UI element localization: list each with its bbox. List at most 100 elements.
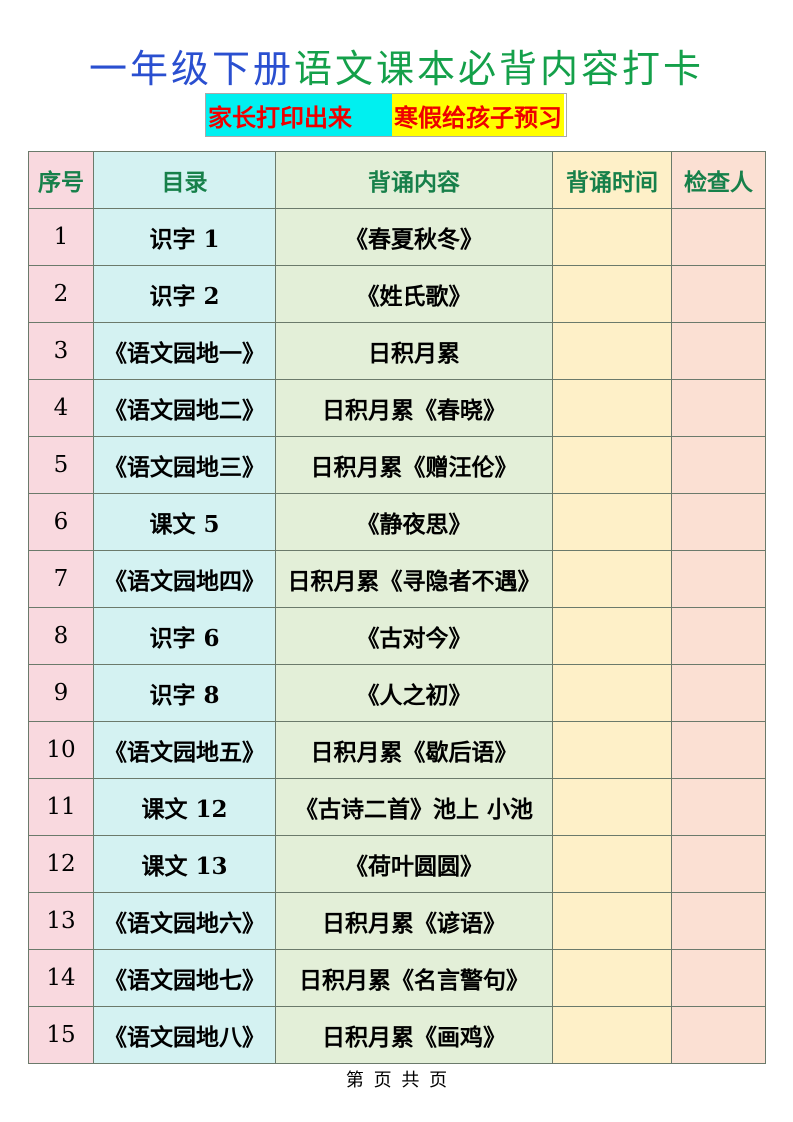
catalog-cell: 识字 1 [93, 208, 276, 266]
content-cell: 日积月累《画鸡》 [275, 1006, 553, 1064]
catalog-cell: 识字 8 [93, 664, 276, 722]
checker-cell[interactable] [671, 550, 766, 608]
column-header: 序号 [28, 151, 94, 209]
catalog-cell: 《语文园地七》 [93, 949, 276, 1007]
content-cell: 日积月累《赠汪伦》 [275, 436, 553, 494]
column-header: 背诵内容 [275, 151, 553, 209]
recite-time-cell[interactable] [552, 379, 672, 437]
content-cell: 《人之初》 [275, 664, 553, 722]
table-row: 3 《语文园地一》 日积月累 [28, 322, 766, 380]
checker-cell[interactable] [671, 721, 766, 779]
row-number: 12 [28, 835, 94, 893]
recite-time-cell[interactable] [552, 265, 672, 323]
column-header: 目录 [93, 151, 276, 209]
content-cell: 《古对今》 [275, 607, 553, 665]
content-cell: 日积月累《谚语》 [275, 892, 553, 950]
table-row: 8 识字 6 《古对今》 [28, 607, 766, 665]
content-cell: 日积月累《寻隐者不遇》 [275, 550, 553, 608]
table-row: 4 《语文园地二》 日积月累《春晓》 [28, 379, 766, 437]
table-row: 2 识字 2 《姓氏歌》 [28, 265, 766, 323]
catalog-cell: 课文 5 [93, 493, 276, 551]
subtitle-right: 寒假给孩子预习 [392, 94, 564, 136]
checker-cell[interactable] [671, 664, 766, 722]
table-row: 12 课文 13 《荷叶圆圆》 [28, 835, 766, 893]
column-header: 背诵时间 [552, 151, 672, 209]
table-header: 序号 目录 背诵内容 背诵时间 检查人 [28, 151, 766, 209]
content-cell: 日积月累 [275, 322, 553, 380]
checker-cell[interactable] [671, 265, 766, 323]
catalog-cell: 课文 13 [93, 835, 276, 893]
recite-time-cell[interactable] [552, 436, 672, 494]
content-cell: 《春夏秋冬》 [275, 208, 553, 266]
content-cell: 《荷叶圆圆》 [275, 835, 553, 893]
checker-cell[interactable] [671, 607, 766, 665]
checker-cell[interactable] [671, 949, 766, 1007]
checker-cell[interactable] [671, 493, 766, 551]
recite-time-cell[interactable] [552, 835, 672, 893]
table-row: 9 识字 8 《人之初》 [28, 664, 766, 722]
recite-time-cell[interactable] [552, 208, 672, 266]
row-number: 6 [28, 493, 94, 551]
checker-cell[interactable] [671, 208, 766, 266]
recite-time-cell[interactable] [552, 1006, 672, 1064]
row-number: 11 [28, 778, 94, 836]
row-number: 5 [28, 436, 94, 494]
recitation-table: 序号 目录 背诵内容 背诵时间 检查人 1 识字 1 《春夏秋冬》 2 识字 2 《姓氏歌》 3 《语… [28, 151, 766, 1064]
row-number: 9 [28, 664, 94, 722]
catalog-cell: 识字 2 [93, 265, 276, 323]
row-number: 10 [28, 721, 94, 779]
page-title: 一年级下册语文课本必背内容打卡 [88, 47, 705, 91]
catalog-cell: 《语文园地二》 [93, 379, 276, 437]
checker-cell[interactable] [671, 778, 766, 836]
page-footer: 第 页 共 页 [345, 1070, 448, 1091]
recite-time-cell[interactable] [552, 493, 672, 551]
table-row: 7 《语文园地四》 日积月累《寻隐者不遇》 [28, 550, 766, 608]
table-row: 15 《语文园地八》 日积月累《画鸡》 [28, 1006, 766, 1064]
checker-cell[interactable] [671, 835, 766, 893]
recite-time-cell[interactable] [552, 550, 672, 608]
catalog-cell: 识字 6 [93, 607, 276, 665]
recite-time-cell[interactable] [552, 721, 672, 779]
row-number: 8 [28, 607, 94, 665]
row-number: 13 [28, 892, 94, 950]
table-row: 13 《语文园地六》 日积月累《谚语》 [28, 892, 766, 950]
subtitle-left: 家长打印出来 [206, 94, 392, 136]
catalog-cell: 《语文园地四》 [93, 550, 276, 608]
table-row: 1 识字 1 《春夏秋冬》 [28, 208, 766, 266]
content-cell: 日积月累《名言警句》 [275, 949, 553, 1007]
catalog-cell: 《语文园地三》 [93, 436, 276, 494]
checker-cell[interactable] [671, 1006, 766, 1064]
row-number: 1 [28, 208, 94, 266]
table-row: 5 《语文园地三》 日积月累《赠汪伦》 [28, 436, 766, 494]
table-row: 6 课文 5 《静夜思》 [28, 493, 766, 551]
catalog-cell: 《语文园地八》 [93, 1006, 276, 1064]
row-number: 2 [28, 265, 94, 323]
recite-time-cell[interactable] [552, 778, 672, 836]
checker-cell[interactable] [671, 322, 766, 380]
content-cell: 日积月累《歇后语》 [275, 721, 553, 779]
recite-time-cell[interactable] [552, 664, 672, 722]
catalog-cell: 《语文园地五》 [93, 721, 276, 779]
content-cell: 日积月累《春晓》 [275, 379, 553, 437]
content-cell: 《古诗二首》池上 小池 [275, 778, 553, 836]
row-number: 3 [28, 322, 94, 380]
row-number: 14 [28, 949, 94, 1007]
subtitle-banner: 家长打印出来 寒假给孩子预习 [205, 93, 567, 137]
recite-time-cell[interactable] [552, 322, 672, 380]
recite-time-cell[interactable] [552, 949, 672, 1007]
recite-time-cell[interactable] [552, 607, 672, 665]
checker-cell[interactable] [671, 379, 766, 437]
content-cell: 《姓氏歌》 [275, 265, 553, 323]
row-number: 15 [28, 1006, 94, 1064]
content-cell: 《静夜思》 [275, 493, 553, 551]
table-row: 11 课文 12 《古诗二首》池上 小池 [28, 778, 766, 836]
recite-time-cell[interactable] [552, 892, 672, 950]
catalog-cell: 《语文园地六》 [93, 892, 276, 950]
column-header: 检查人 [671, 151, 766, 209]
checker-cell[interactable] [671, 892, 766, 950]
checker-cell[interactable] [671, 436, 766, 494]
table-row: 10 《语文园地五》 日积月累《歇后语》 [28, 721, 766, 779]
table-row: 14 《语文园地七》 日积月累《名言警句》 [28, 949, 766, 1007]
catalog-cell: 《语文园地一》 [93, 322, 276, 380]
catalog-cell: 课文 12 [93, 778, 276, 836]
